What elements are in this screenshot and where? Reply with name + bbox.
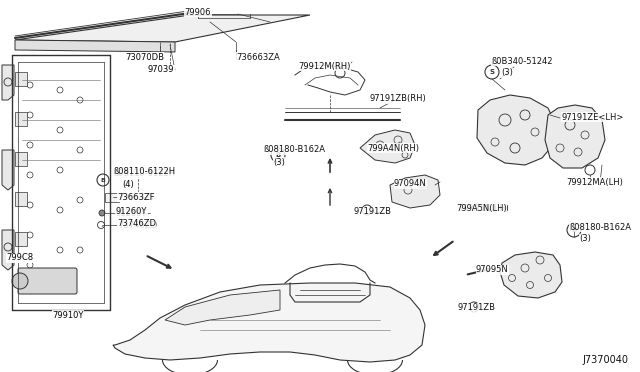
Text: B: B [572, 227, 577, 233]
Text: ß08180-B162A: ß08180-B162A [569, 222, 631, 231]
Text: 73070DB: 73070DB [125, 52, 164, 61]
Text: ß08110-6122H: ß08110-6122H [113, 170, 175, 179]
Bar [15, 72, 27, 86]
Polygon shape [390, 175, 440, 208]
Text: 736663ZA: 736663ZA [236, 52, 280, 61]
Bar [15, 152, 27, 166]
Text: (3): (3) [501, 68, 513, 77]
Polygon shape [113, 283, 425, 362]
Text: 799C8: 799C8 [6, 253, 33, 263]
Text: B: B [100, 177, 106, 183]
Text: 97094N: 97094N [394, 180, 427, 189]
Text: 79910Y: 79910Y [52, 311, 84, 320]
Text: S: S [490, 69, 495, 75]
Polygon shape [165, 290, 280, 325]
Text: 799A4N(RH): 799A4N(RH) [367, 144, 419, 153]
Text: 73663ZF: 73663ZF [117, 192, 154, 202]
Text: 97191ZB: 97191ZB [457, 304, 495, 312]
Text: ß0B340-51242: ß0B340-51242 [491, 57, 552, 65]
Text: .: . [366, 208, 368, 212]
Text: 97039: 97039 [148, 65, 175, 74]
Text: 73663ZF: 73663ZF [118, 192, 156, 202]
Text: (3): (3) [273, 157, 285, 167]
Text: (4): (4) [122, 180, 134, 189]
Bar [15, 232, 27, 246]
Text: 97095N: 97095N [476, 266, 509, 275]
Polygon shape [2, 230, 14, 270]
Polygon shape [2, 150, 14, 190]
Circle shape [99, 210, 105, 216]
Text: 799A5N(LH): 799A5N(LH) [458, 203, 509, 212]
Polygon shape [360, 130, 415, 163]
Polygon shape [15, 40, 175, 52]
Text: 97039: 97039 [148, 65, 175, 74]
Bar [15, 192, 27, 206]
Text: 97191ZB(RH): 97191ZB(RH) [370, 94, 427, 103]
Text: 91260Y: 91260Y [115, 208, 147, 217]
Text: B: B [275, 152, 280, 158]
Text: .: . [100, 222, 102, 228]
Text: ß08110-6122H: ß08110-6122H [113, 167, 175, 176]
Text: ß08180-B162A: ß08180-B162A [263, 145, 325, 154]
Text: 79912MA(LH): 79912MA(LH) [566, 177, 623, 186]
Text: 73746ZD: 73746ZD [117, 219, 156, 228]
Polygon shape [2, 65, 14, 100]
Circle shape [12, 273, 28, 289]
Text: 91260Y: 91260Y [116, 208, 147, 218]
FancyBboxPatch shape [18, 268, 77, 294]
Text: 799C8: 799C8 [6, 253, 33, 263]
Polygon shape [15, 15, 310, 42]
Text: 799A5N(LH): 799A5N(LH) [456, 203, 507, 212]
Text: (4): (4) [122, 180, 134, 189]
Bar [15, 112, 27, 126]
Text: 97191ZE<LH>: 97191ZE<LH> [561, 112, 623, 122]
Text: 79906: 79906 [185, 8, 211, 17]
Text: J7370040: J7370040 [582, 355, 628, 365]
Text: 73070DB: 73070DB [125, 52, 164, 61]
Polygon shape [500, 252, 562, 298]
Text: 79912M(RH): 79912M(RH) [298, 61, 350, 71]
Polygon shape [477, 95, 556, 165]
Text: 97191ZB: 97191ZB [354, 208, 392, 217]
Text: 73746ZD: 73746ZD [118, 221, 157, 230]
Text: 79910Y: 79910Y [52, 311, 84, 321]
FancyBboxPatch shape [105, 193, 119, 202]
Polygon shape [545, 105, 605, 168]
Text: (3): (3) [579, 234, 591, 244]
